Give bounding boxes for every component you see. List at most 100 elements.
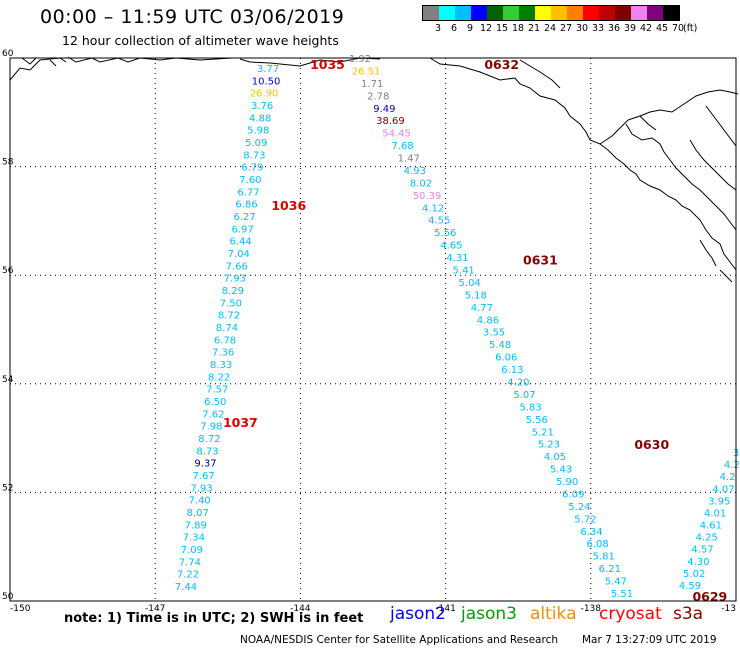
legend-label: 24 <box>544 23 557 34</box>
wave-height-value: 6.09 <box>562 489 584 500</box>
pass-id-label: 1035 <box>310 57 345 72</box>
wave-height-value: 8.72 <box>198 434 220 445</box>
lat-tick-label: 54 <box>2 375 14 385</box>
wave-height-value: 6.77 <box>237 187 259 198</box>
wave-height-value: 9.37 <box>194 459 216 470</box>
wave-height-value: 4.05 <box>544 452 566 463</box>
wave-height-value: 8.73 <box>243 150 265 161</box>
wave-height-value: 8.73 <box>196 446 218 457</box>
lat-tick-label: 58 <box>2 158 14 168</box>
wave-height-value: 6.13 <box>501 365 523 376</box>
wave-height-value: 3.76 <box>251 101 273 112</box>
legend-labels: 3 6 9 12 15 18 21 24 27 30 33 36 39 42 45 70 (ft) <box>422 23 740 37</box>
wave-height-value: 26.90 <box>250 89 279 100</box>
lon-tick-label: -144 <box>290 604 311 614</box>
pass-id-label: 0632 <box>484 57 519 72</box>
wave-height-value: 7.36 <box>212 348 234 359</box>
wave-height-value: 4.12 <box>422 203 444 214</box>
wave-height-value: 6.79 <box>241 163 263 174</box>
wave-height-value: 6.78 <box>214 335 236 346</box>
wave-height-value: 4.77 <box>471 303 493 314</box>
wave-height-value: 5.23 <box>538 440 560 451</box>
wave-height-value: 9.49 <box>373 104 395 115</box>
legend-swatch <box>567 6 583 20</box>
wave-height-value: 8.72 <box>218 311 240 322</box>
wave-height-value: 7.34 <box>183 533 205 544</box>
color-legend: 3 6 9 12 15 18 21 24 27 30 33 36 39 42 45 70 (ft) <box>422 5 697 34</box>
wave-height-value: 5.98 <box>247 126 269 137</box>
wave-height-value: 5.81 <box>593 552 615 563</box>
wave-height-value: 5.48 <box>489 340 511 351</box>
satellite-name-jason2: jason2 <box>390 604 446 624</box>
wave-height-value: 38.69 <box>376 116 405 127</box>
wave-height-value: 5.02 <box>683 569 705 580</box>
lon-tick-label: -147 <box>145 604 165 614</box>
lat-tick-label: 56 <box>2 266 14 276</box>
legend-swatch <box>423 6 439 20</box>
wave-height-value: 8.07 <box>187 508 209 519</box>
wave-height-value: 4.86 <box>477 315 499 326</box>
lon-tick-label: -141 <box>435 604 455 614</box>
wave-height-value: 7.74 <box>179 557 201 568</box>
wave-height-value: 5.21 <box>532 427 554 438</box>
wave-height-value: 5.04 <box>459 278 481 289</box>
wave-height-value: 7.44 <box>175 582 197 593</box>
map-frame <box>9 57 737 602</box>
legend-swatch <box>647 6 663 20</box>
wave-height-value: 7.93 <box>224 274 246 285</box>
wave-height-value: 4.25 <box>696 533 718 544</box>
wave-height-value: 5.83 <box>519 402 541 413</box>
legend-swatch <box>583 6 599 20</box>
legend-swatch <box>663 6 679 20</box>
pass-id-label: 0630 <box>634 437 669 452</box>
legend-label: (ft) <box>683 23 698 34</box>
wave-height-value: 4.07 <box>712 484 734 495</box>
wave-height-value: 8.02 <box>410 178 432 189</box>
page-title: 00:00 – 11:59 UTC 03/06/2019 <box>40 6 345 28</box>
wave-height-value: 1.71 <box>361 79 383 90</box>
wave-height-value: 4.2 <box>724 460 740 471</box>
satellite-name-altika: altika <box>530 604 577 624</box>
legend-label: 33 <box>592 23 605 34</box>
legend-label: 12 <box>480 23 493 34</box>
wave-height-value: 6.06 <box>495 353 517 364</box>
legend-label: 27 <box>560 23 573 34</box>
wave-height-value: 1.92 <box>349 54 371 65</box>
satellite-name-jason3: jason3 <box>461 604 517 624</box>
wave-height-value: 3.95 <box>708 496 730 507</box>
generated-timestamp: Mar 7 13:27:09 UTC 2019 <box>582 634 717 646</box>
wave-height-value: 10.50 <box>252 76 281 87</box>
wave-height-value: 5.43 <box>550 465 572 476</box>
wave-height-value: 5.09 <box>245 138 267 149</box>
wave-height-value: 26.51 <box>352 66 381 77</box>
wave-height-value: 7.57 <box>206 385 228 396</box>
wave-height-value: 4.55 <box>428 216 450 227</box>
wave-height-value: 6.97 <box>231 224 253 235</box>
legend-label: 36 <box>608 23 621 34</box>
wave-height-value: 6.50 <box>204 397 226 408</box>
wave-height-value: 7.89 <box>185 520 207 531</box>
legend-label: 70 <box>672 23 685 34</box>
legend-swatch <box>471 6 487 20</box>
wave-height-value: 5.56 <box>526 415 548 426</box>
lon-tick-label: -150 <box>10 604 31 614</box>
satellite-name-s3a: s3a <box>673 604 704 624</box>
wave-height-value: 5.41 <box>452 266 474 277</box>
wave-height-value: 6.86 <box>235 200 257 211</box>
credit-text: NOAA/NESDIS Center for Satellite Applica… <box>240 634 558 646</box>
legend-label: 9 <box>467 23 474 34</box>
wave-height-value: 6.21 <box>599 564 621 575</box>
wave-height-value: 7.22 <box>177 570 199 581</box>
wave-height-value: 4.61 <box>700 521 722 532</box>
lat-tick-label: 52 <box>2 483 13 493</box>
wave-height-value: 50.39 <box>413 191 442 202</box>
wave-height-value: 7.09 <box>181 545 203 556</box>
wave-height-value: 7.68 <box>392 141 414 152</box>
legend-swatch <box>631 6 647 20</box>
legend-swatch <box>487 6 503 20</box>
legend-label: 15 <box>496 23 509 34</box>
wave-height-value: 4.20 <box>507 377 529 388</box>
wave-height-value: 5.07 <box>513 390 535 401</box>
wave-height-value: 4.88 <box>249 113 271 124</box>
